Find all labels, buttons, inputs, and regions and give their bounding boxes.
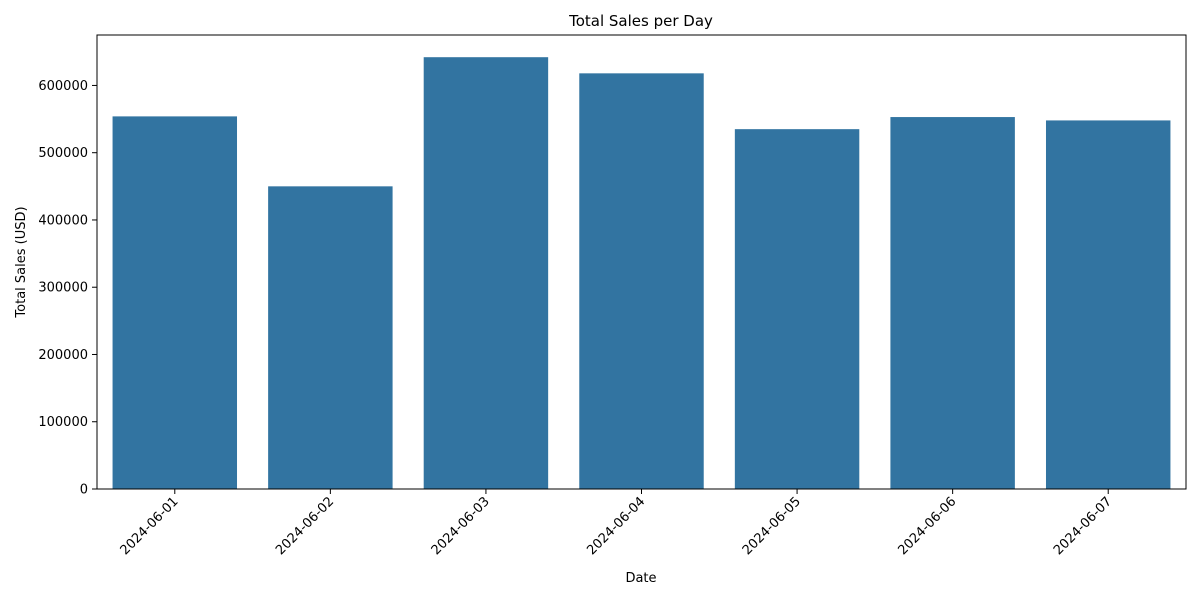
x-tick-label: 2024-06-04 [584, 494, 648, 558]
x-tick-label: 2024-06-07 [1051, 494, 1115, 558]
y-tick-label: 500000 [38, 146, 88, 161]
chart-title: Total Sales per Day [568, 12, 713, 30]
y-tick-label: 100000 [38, 415, 88, 430]
bar-2024-06-05 [734, 129, 860, 489]
bar-2024-06-02 [268, 186, 393, 490]
y-tick-label: 600000 [38, 79, 88, 94]
bar-2024-06-03 [423, 57, 549, 489]
x-tick-label: 2024-06-06 [895, 494, 959, 558]
bar-2024-06-04 [579, 73, 704, 490]
bars-group [112, 57, 1171, 490]
x-axis: 2024-06-01 2024-06-02 2024-06-03 2024-06-04… [118, 489, 1115, 558]
x-tick-label: 2024-06-03 [429, 494, 493, 558]
x-tick-label: 2024-06-02 [273, 494, 337, 558]
x-tick-label: 2024-06-05 [740, 494, 804, 558]
y-axis-label: Total Sales (USD) [14, 206, 29, 318]
y-axis: 0 100000 200000 300000 400000 500000 600000 [38, 79, 97, 498]
x-axis-label: Date [625, 571, 656, 586]
plot-frame [96, 34, 1187, 490]
y-tick-label: 200000 [38, 348, 88, 363]
bar-2024-06-01 [112, 116, 238, 490]
y-tick-label: 0 [80, 483, 88, 498]
bar-2024-06-07 [1045, 120, 1171, 490]
bar-2024-06-06 [890, 117, 1015, 489]
x-tick-label: 2024-06-01 [118, 494, 182, 558]
y-tick-label: 400000 [38, 213, 88, 228]
y-tick-label: 300000 [38, 281, 88, 296]
